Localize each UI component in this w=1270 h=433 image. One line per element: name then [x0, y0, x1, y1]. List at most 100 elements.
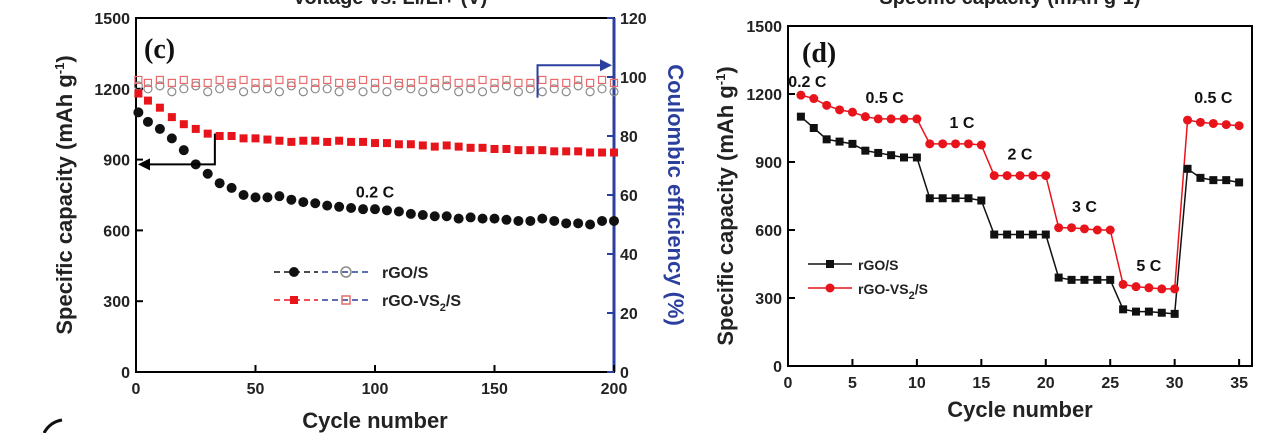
left-cut-title: Voltage vs. Li/Li+ (V): [293, 0, 488, 9]
rate-vs2-point: [951, 139, 961, 149]
panel-c-label: (c): [144, 34, 175, 65]
panel-c-y2-tick-label: 60: [620, 188, 638, 205]
rate-label: 0.5 C: [866, 90, 905, 107]
legend-efficiency-marker: [340, 266, 352, 278]
capacity-rgo-point: [525, 215, 536, 226]
capacity-rgo-point: [166, 133, 177, 144]
rate-vs2-point: [1054, 223, 1064, 233]
panel-c-y2-tick-label: 100: [620, 70, 647, 87]
ce-rgo-point: [489, 84, 500, 94]
rate-vs2-point: [835, 105, 845, 115]
rate-rgo-point: [1157, 308, 1166, 317]
rate-rgo-point: [809, 124, 818, 132]
ce-rgo-point: [466, 84, 476, 94]
ce-vs2-point: [585, 78, 595, 88]
legend-label: rGO/S: [382, 265, 429, 282]
ce-rgo-point: [143, 84, 153, 94]
rate-rgo-point: [1028, 230, 1037, 239]
rate-rgo-point: [887, 151, 896, 160]
panel-d-x-tick-label: 15: [972, 375, 990, 392]
ce-vs2-point: [406, 78, 415, 88]
capacity-rgo-point: [154, 123, 165, 134]
panel-c-y-tick-label: 0: [121, 365, 130, 382]
ce-vs2-point: [514, 78, 523, 88]
ce-rgo-point: [573, 81, 583, 91]
capacity-rgo-point: [537, 213, 548, 224]
ce-vs2-point: [203, 78, 212, 88]
panel-c-y-tick-label: 900: [103, 153, 130, 170]
capacity-vs2-point: [371, 139, 379, 148]
rate-vs2-point: [1105, 225, 1115, 235]
panel-d-x-tick-label: 25: [1101, 375, 1119, 392]
ce-vs2-point: [609, 78, 619, 88]
capacity-vs2-point: [287, 137, 296, 146]
rate-vs2-point: [925, 139, 935, 149]
panel-d-y-tick-label: 0: [773, 359, 782, 376]
panel-d-x-tick-label: 20: [1037, 375, 1055, 392]
capacity-vs2-point: [442, 141, 451, 150]
capacity-rgo-point: [358, 204, 369, 215]
ce-rgo-point: [238, 87, 249, 97]
capacity-rgo-point: [381, 205, 392, 216]
rate-vs2-point: [1041, 171, 1051, 181]
rate-vs2-point: [1195, 117, 1205, 127]
capacity-rgo-point: [489, 213, 500, 224]
capacity-rgo-point: [561, 218, 572, 229]
rate-rgo-point: [1093, 275, 1102, 284]
capacity-rgo-point: [262, 192, 273, 203]
panel-d-x-tick-label: 5: [848, 375, 857, 392]
capacity-vs2-point: [347, 137, 356, 146]
capacity-vs2-point: [311, 136, 320, 145]
panel-d-x-tick-label: 35: [1230, 375, 1248, 392]
capacity-vs2-point: [562, 147, 571, 156]
rate-rgo-point: [990, 230, 999, 239]
ce-rgo-point: [513, 87, 524, 97]
capacity-rgo-point: [393, 206, 404, 217]
legend-label: rGO/S: [858, 257, 898, 273]
rate-rgo-point: [951, 194, 960, 203]
ce-vs2-point: [454, 78, 463, 88]
ce-vs2-point: [526, 78, 535, 88]
ce-rgo-point: [167, 87, 177, 97]
capacity-vs2-point: [203, 129, 212, 138]
ce-rgo-point: [382, 87, 392, 97]
panel-c-x-tick-label: 0: [132, 381, 141, 398]
capacity-rgo-point: [573, 218, 584, 229]
panel-c-right-arrow: [536, 64, 604, 98]
panel-c-left-arrow: [146, 133, 216, 166]
rate-vs2-point: [809, 94, 819, 104]
capacity-rgo-point: [501, 214, 512, 225]
capacity-vs2-point: [394, 140, 403, 149]
rate-vs2-point: [899, 114, 909, 124]
capacity-vs2-point: [179, 120, 188, 129]
ce-vs2-point: [167, 78, 176, 88]
panel-d-plot-frame: [787, 25, 1253, 367]
capacity-vs2-point: [454, 142, 463, 151]
rate-rgo-point: [925, 194, 934, 203]
rate-rgo-point: [1106, 275, 1115, 284]
ce-vs2-point: [134, 75, 143, 85]
ce-vs2-point: [466, 78, 475, 88]
ce-vs2-point: [323, 75, 332, 85]
rate-rgo-point: [1067, 275, 1076, 284]
panel-c-rate-annotation: 0.2 C: [356, 184, 395, 201]
ce-vs2-point: [538, 75, 547, 85]
rate-vs2-point: [963, 139, 973, 149]
capacity-vs2-point: [239, 134, 248, 143]
capacity-vs2-point: [490, 144, 499, 153]
ce-vs2-point: [155, 75, 164, 85]
rate-vs2-point: [1067, 223, 1077, 233]
rate-vs2-point: [989, 171, 999, 181]
capacity-rgo-point: [322, 200, 333, 211]
rate-vs2-point: [1234, 121, 1244, 131]
rate-vs2-point: [1028, 171, 1038, 181]
capacity-rgo-point: [370, 204, 380, 215]
ce-rgo-point: [585, 87, 595, 97]
rate-label: 2 C: [1008, 147, 1033, 164]
capacity-rgo-point: [178, 145, 189, 156]
panel-d-x-axis-title: Cycle number: [947, 397, 1093, 422]
rate-vs2-point: [1170, 284, 1180, 294]
panel-c-y2-axis-title: Coulombic efficiency (%): [663, 64, 688, 326]
ce-vs2-point: [299, 75, 308, 85]
capacity-vs2-point: [215, 132, 224, 140]
